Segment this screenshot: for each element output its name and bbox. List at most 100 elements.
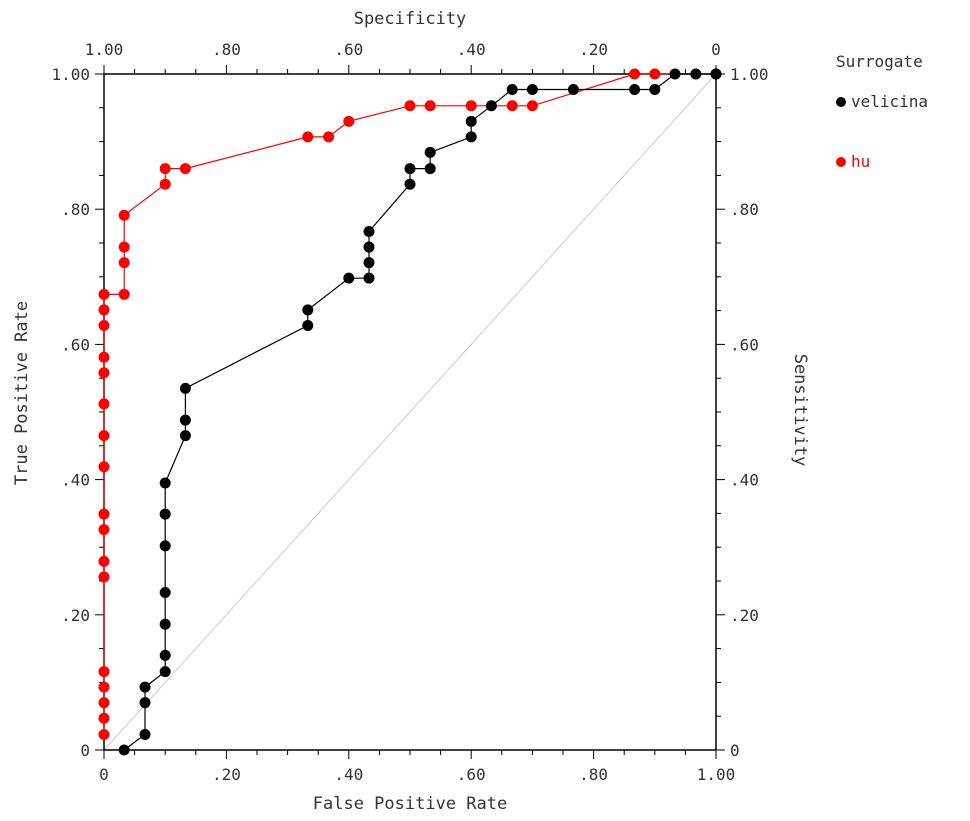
data-point-hu: [118, 257, 130, 269]
data-point-velicina: [159, 618, 171, 630]
data-point-velicina: [710, 68, 722, 80]
data-point-velicina: [526, 84, 538, 96]
y-tick-label: .40: [61, 471, 90, 490]
data-point-hu: [118, 241, 130, 253]
x-tick-label: .60: [457, 765, 486, 784]
data-point-velicina: [159, 477, 171, 489]
data-point-hu: [506, 100, 518, 112]
data-point-hu: [649, 68, 661, 80]
y-tick-label: .80: [61, 200, 90, 219]
data-point-hu: [98, 666, 110, 678]
data-point-velicina: [159, 508, 171, 520]
data-point-hu: [159, 163, 171, 175]
y-tick-label: .20: [61, 606, 90, 625]
data-point-hu: [302, 131, 314, 143]
x2-tick-label: .40: [457, 40, 486, 59]
legend-label-hu: hu: [851, 152, 870, 171]
y2-tick-label: .40: [730, 471, 759, 490]
y2-tick-label: .80: [730, 200, 759, 219]
data-point-velicina: [485, 100, 497, 112]
legend-title: Surrogate: [836, 52, 923, 71]
data-point-velicina: [159, 586, 171, 598]
x-tick-label: .80: [579, 765, 608, 784]
x-axis-title: False Positive Rate: [313, 794, 507, 814]
data-point-velicina: [363, 226, 375, 238]
data-point-hu: [465, 100, 477, 112]
y-axis-title: True Positive Rate: [12, 301, 32, 485]
data-point-hu: [98, 728, 110, 740]
y2-tick-label: .20: [730, 606, 759, 625]
data-point-velicina: [465, 131, 477, 143]
data-point-velicina: [465, 115, 477, 127]
x-tick-label: 0: [99, 765, 109, 784]
x2-tick-label: .80: [212, 40, 241, 59]
y2-tick-label: .60: [730, 335, 759, 354]
data-point-hu: [159, 178, 171, 190]
data-point-hu: [98, 351, 110, 363]
x2-tick-label: .20: [579, 40, 608, 59]
data-point-hu: [526, 100, 538, 112]
data-point-velicina: [629, 84, 641, 96]
x-tick-label: .40: [334, 765, 363, 784]
data-point-velicina: [179, 414, 191, 426]
data-point-velicina: [159, 649, 171, 661]
data-point-velicina: [179, 382, 191, 394]
data-point-velicina: [179, 430, 191, 442]
data-point-velicina: [343, 272, 355, 284]
data-point-velicina: [363, 257, 375, 269]
y-tick-label: 1.00: [51, 65, 90, 84]
data-point-hu: [98, 681, 110, 693]
legend: Surrogate velicina hu: [836, 52, 928, 171]
data-point-hu: [98, 430, 110, 442]
data-point-hu: [118, 209, 130, 221]
data-point-velicina: [404, 163, 416, 175]
data-point-velicina: [690, 68, 702, 80]
legend-label-velicina: velicina: [851, 92, 928, 111]
data-point-velicina: [424, 163, 436, 175]
data-point-velicina: [159, 666, 171, 678]
data-point-velicina: [567, 84, 579, 96]
data-point-hu: [98, 524, 110, 536]
data-point-velicina: [302, 319, 314, 331]
data-point-velicina: [363, 241, 375, 253]
data-point-velicina: [139, 681, 151, 693]
legend-marker-velicina: [836, 97, 846, 107]
data-point-velicina: [139, 728, 151, 740]
data-point-hu: [98, 288, 110, 300]
series-hu: [98, 68, 722, 740]
data-point-velicina: [139, 697, 151, 709]
data-point-hu: [323, 131, 335, 143]
data-point-hu: [98, 712, 110, 724]
y-tick-label: .60: [61, 335, 90, 354]
x2-tick-label: .60: [334, 40, 363, 59]
data-point-hu: [98, 304, 110, 316]
data-point-hu: [118, 288, 130, 300]
data-point-velicina: [159, 540, 171, 552]
data-point-velicina: [302, 304, 314, 316]
data-point-hu: [404, 100, 416, 112]
data-point-hu: [98, 319, 110, 331]
data-point-hu: [629, 68, 641, 80]
y2-tick-label: 1.00: [730, 65, 769, 84]
data-point-hu: [98, 571, 110, 583]
legend-marker-hu: [836, 157, 846, 167]
x2-axis-title: Specificity: [354, 9, 467, 29]
data-point-hu: [98, 367, 110, 379]
data-point-hu: [98, 398, 110, 410]
data-point-hu: [343, 115, 355, 127]
data-point-velicina: [506, 84, 518, 96]
x2-tick-label: 1.00: [85, 40, 124, 59]
data-point-velicina: [649, 84, 661, 96]
data-point-velicina: [424, 146, 436, 158]
series-line-velicina: [123, 73, 716, 751]
x-tick-label: .20: [212, 765, 241, 784]
y2-axis-title: Sensitivity: [790, 354, 810, 467]
data-point-velicina: [669, 68, 681, 80]
data-point-hu: [98, 461, 110, 473]
y-tick-label: 0: [80, 741, 90, 760]
series-velicina: [118, 68, 722, 756]
data-point-hu: [98, 508, 110, 520]
data-point-velicina: [363, 272, 375, 284]
